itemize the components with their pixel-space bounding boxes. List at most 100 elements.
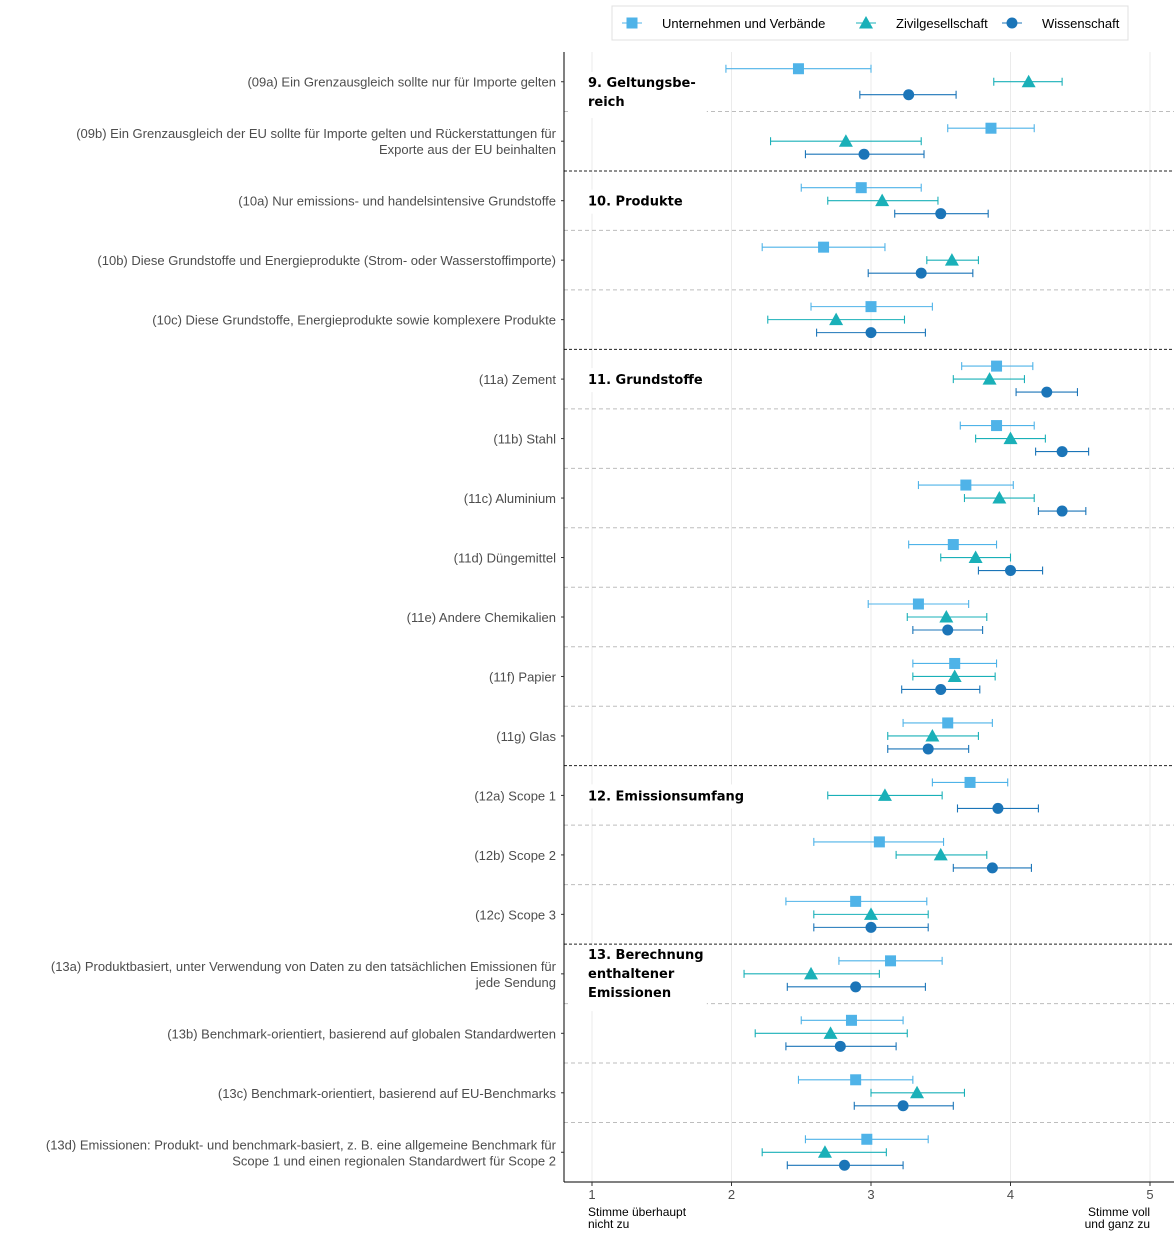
y-tick-label: (10c) Diese Grundstoffe, Energieprodukte… — [152, 313, 556, 328]
data-point-circle — [858, 148, 870, 160]
x-end-label-left: Stimme überhaupt — [588, 1205, 687, 1219]
data-point-group — [947, 122, 1035, 134]
data-point-group — [786, 981, 926, 993]
data-point-square — [873, 836, 885, 848]
section-titles: 9. Geltungsbe-reich 10. Produkte 11. Grund… — [570, 72, 748, 1012]
y-tick-label: (12a) Scope 1 — [474, 788, 556, 803]
data-point-group — [887, 728, 979, 742]
data-point-group — [867, 267, 974, 279]
data-point-group — [894, 208, 989, 220]
data-point-group — [725, 63, 872, 75]
data-point-square — [991, 420, 1003, 432]
section-title: reich — [588, 95, 625, 110]
legend-label: Zivilgesellschaft — [896, 16, 988, 31]
data-point-square — [942, 717, 954, 729]
data-point-circle — [935, 208, 947, 220]
data-point-circle — [850, 981, 862, 993]
data-point-group — [906, 610, 988, 623]
data-point-circle — [838, 1159, 850, 1171]
data-point-group — [1015, 386, 1079, 398]
data-point-group — [912, 624, 984, 636]
data-point-circle — [1005, 565, 1016, 577]
x-end-label-right: und ganz zu — [1085, 1217, 1150, 1231]
data-point-group — [761, 1145, 887, 1158]
data-point-group — [800, 182, 922, 194]
section-title-box — [570, 784, 748, 809]
section-title: Emissionen — [588, 986, 671, 1001]
legend-marker-circle — [1006, 17, 1018, 29]
y-tick-label: (11c) Aluminium — [464, 491, 556, 506]
data-point-circle — [922, 743, 934, 755]
data-point-group — [800, 1014, 904, 1026]
data-point-group — [785, 1040, 897, 1052]
data-point-circle — [1041, 386, 1053, 398]
data-point-group — [1035, 446, 1090, 458]
data-point-group — [754, 1026, 908, 1039]
data-point-group — [952, 372, 1025, 385]
data-point-group — [887, 743, 970, 755]
y-tick-label: (09b) Ein Grenzausgleich der EU sollte f… — [76, 126, 556, 141]
section-title: 12. Emissionsumfang — [588, 789, 744, 804]
data-point-group — [813, 921, 929, 933]
data-point-circle — [992, 802, 1004, 814]
data-point-group — [940, 550, 1012, 564]
data-point-triangle — [910, 1085, 925, 1099]
data-point-group — [867, 598, 970, 610]
data-point-square — [960, 479, 972, 491]
data-point-group — [786, 1159, 904, 1171]
data-point-group — [963, 491, 1035, 504]
data-point-group — [908, 539, 998, 551]
data-point-group — [961, 360, 1034, 372]
y-tick-label: (13c) Benchmark-orientiert, basierend au… — [218, 1086, 557, 1101]
legend: Unternehmen und Verbände Zivilgesellschaf… — [611, 5, 1129, 41]
data-point-square — [861, 1133, 873, 1145]
data-point-triangle — [982, 372, 997, 385]
data-point-group — [853, 1100, 954, 1112]
data-point-group — [813, 907, 929, 920]
data-point-group — [926, 253, 979, 266]
data-point-triangle — [1003, 431, 1018, 445]
data-point-triangle — [838, 134, 853, 147]
y-tick-label: (13b) Benchmark-orientiert, basierend au… — [167, 1026, 556, 1041]
data-point-square — [850, 1074, 862, 1086]
data-point-group — [767, 312, 906, 326]
data-point-circle — [1056, 505, 1068, 517]
data-point-group — [1037, 505, 1087, 517]
data-point-group — [810, 301, 933, 313]
legend-label: Wissenschaft — [1042, 16, 1120, 31]
data-point-circle — [935, 683, 947, 695]
data-point-triangle — [925, 728, 940, 742]
data-point-triangle — [968, 550, 983, 564]
y-tick-label: (11g) Glas — [496, 729, 556, 744]
data-point-triangle — [823, 1026, 838, 1039]
data-point-group — [977, 565, 1044, 577]
section-title-box — [570, 946, 707, 1012]
y-tick-label: (10b) Diese Grundstoffe und Energieprodu… — [97, 253, 556, 268]
data-point-group — [895, 847, 988, 861]
data-point-square — [912, 598, 924, 610]
data-point-group — [902, 717, 993, 729]
data-point-group — [917, 479, 1014, 491]
data-point-triangle — [877, 788, 892, 801]
x-end-label-right: Stimme voll — [1088, 1205, 1150, 1219]
data-point-group — [804, 1133, 929, 1145]
data-point-triangle — [947, 669, 962, 682]
data-point-group — [827, 193, 939, 207]
y-tick-label: (12c) Scope 3 — [475, 907, 556, 922]
data-point-square — [865, 301, 877, 313]
data-point-group — [838, 955, 943, 967]
data-point-group — [931, 776, 1009, 788]
y-tick-label: (12b) Scope 2 — [474, 848, 556, 863]
data-point-square — [792, 63, 804, 75]
y-tick-label: (11a) Zement — [479, 372, 556, 387]
x-end-label-left: nicht zu — [588, 1217, 629, 1231]
section-title: 13. Berechnung — [588, 948, 704, 963]
data-point-group — [827, 788, 943, 801]
data-point-square — [985, 122, 997, 134]
section-title: 10. Produkte — [588, 195, 683, 210]
x-tick-label: 1 — [588, 1187, 595, 1202]
data-point-circle — [942, 624, 954, 636]
section-title: 9. Geltungsbe- — [588, 76, 696, 91]
data-point-triangle — [939, 610, 954, 623]
